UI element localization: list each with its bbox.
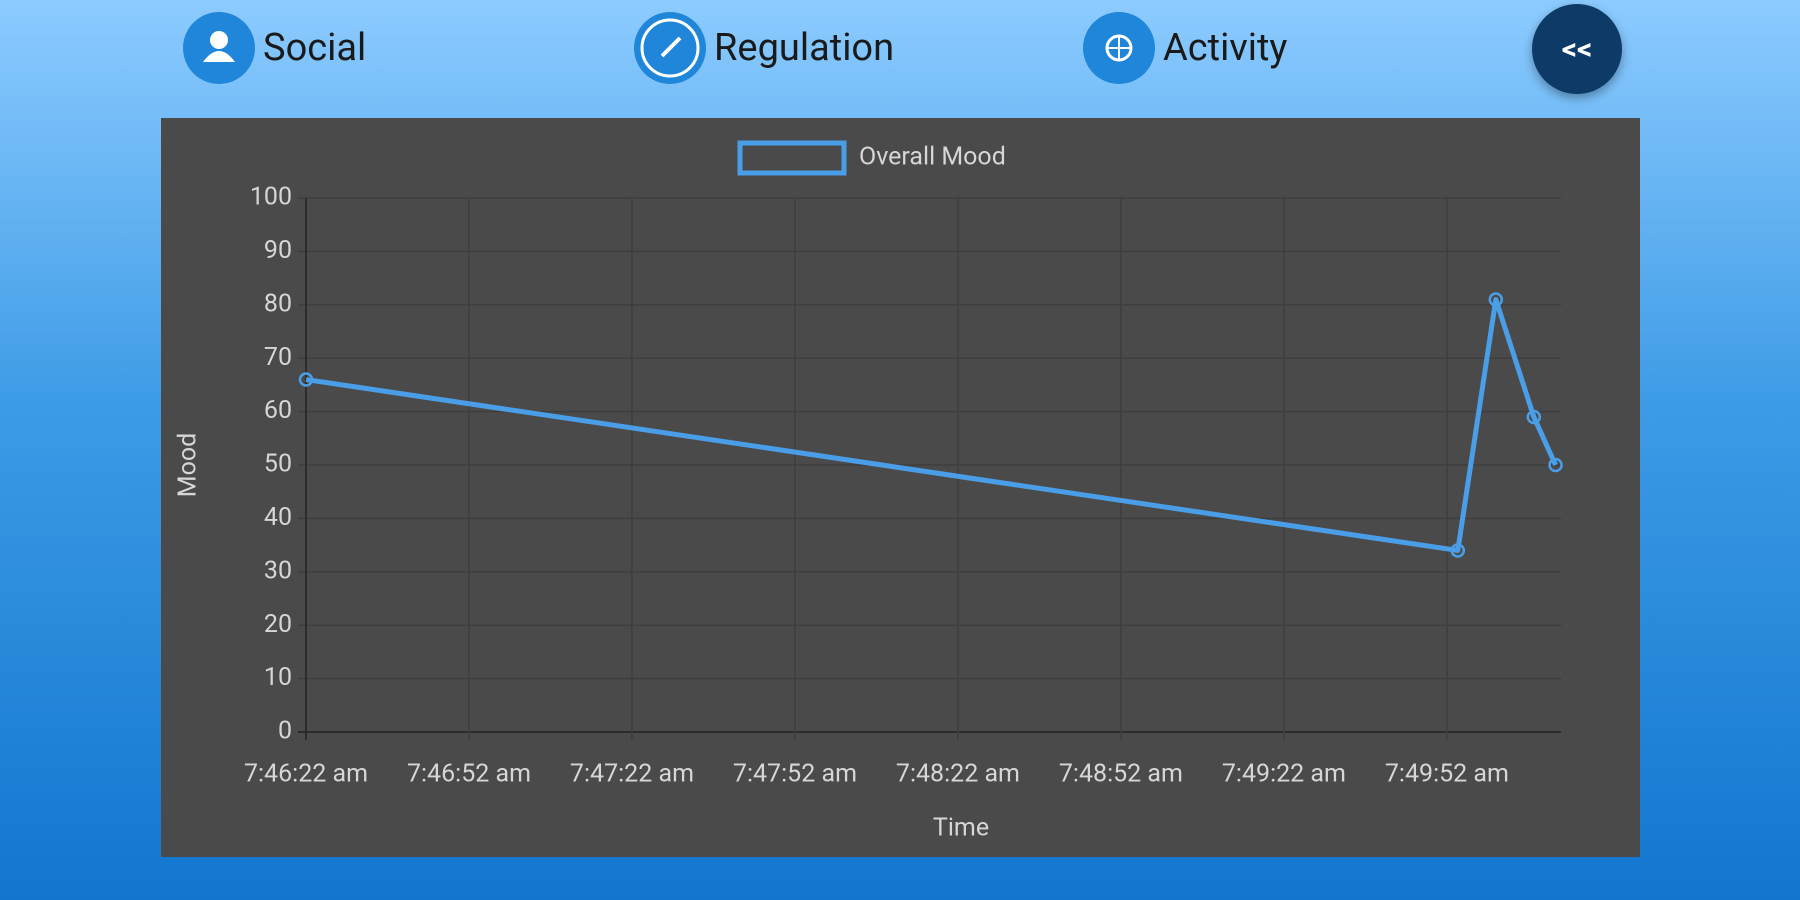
y-tick-label: 60	[264, 396, 292, 425]
back-button[interactable]: <<	[1532, 4, 1622, 94]
chart-panel	[161, 118, 1640, 857]
x-tick-label: 7:46:52 am	[407, 760, 531, 789]
y-axis-label: Mood	[174, 433, 203, 497]
data-point	[298, 372, 314, 387]
regulation-label: Regulation	[714, 26, 895, 70]
regulation-icon	[634, 12, 706, 84]
y-tick-label: 80	[264, 289, 292, 318]
x-tick-label: 7:47:52 am	[733, 760, 857, 789]
activity-icon	[1083, 12, 1155, 84]
y-tick-label: 10	[264, 663, 292, 692]
x-tick-label: 7:49:52 am	[1385, 760, 1509, 789]
data-point	[1526, 409, 1542, 425]
social-icon	[183, 12, 255, 84]
x-tick-label: 7:47:22 am	[570, 760, 694, 789]
data-point	[1488, 292, 1504, 307]
y-tick-label: 0	[278, 717, 292, 746]
x-tick-label: 7:48:22 am	[896, 760, 1020, 789]
chart: Time Mood 0 10 20 30 40 50 60 70 80 90 100 7:46:22 …	[161, 118, 1640, 857]
activity-label: Activity	[1163, 26, 1288, 70]
social-tab[interactable]: Social	[183, 12, 366, 84]
social-label: Social	[263, 26, 367, 70]
x-tick-label: 7:49:22 am	[1222, 760, 1346, 789]
y-tick-label: 90	[264, 236, 292, 265]
y-tick-label: 40	[264, 503, 292, 532]
y-tick-label: 50	[264, 450, 292, 479]
x-tick-label: 7:48:52 am	[1059, 760, 1183, 789]
legend-label: Overall Mood	[859, 143, 1006, 172]
back-label: <<	[1561, 31, 1593, 67]
activity-tab[interactable]: Activity	[1083, 12, 1287, 84]
y-tick-label: 30	[264, 556, 292, 585]
x-tick-label: 7:46:22 am	[244, 760, 368, 789]
regulation-tab[interactable]: Regulation	[634, 12, 894, 84]
data-point	[1450, 543, 1466, 558]
data-point	[1548, 457, 1563, 473]
y-tick-label: 100	[250, 183, 292, 212]
nav-bar: Social Regulation Activity <<	[0, 0, 1800, 110]
y-tick-label: 20	[264, 610, 292, 639]
legend-swatch	[737, 140, 847, 176]
x-axis-label: Time	[933, 814, 989, 843]
line-series	[305, 296, 1558, 553]
y-tick-label: 70	[264, 343, 292, 372]
